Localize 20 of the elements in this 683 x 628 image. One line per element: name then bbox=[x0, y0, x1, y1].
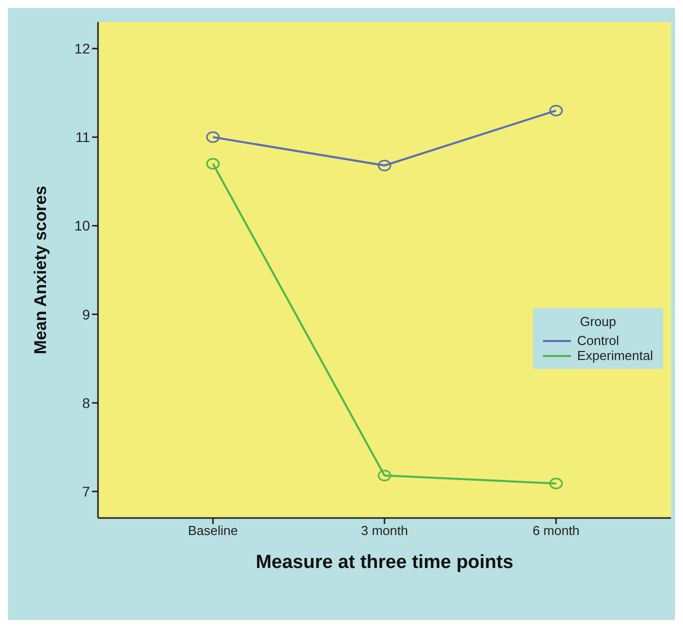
x-tick-label: 6 month bbox=[532, 523, 580, 538]
x-tick-label: 3 month bbox=[361, 523, 408, 538]
y-tick-label: 11 bbox=[75, 129, 90, 146]
point bbox=[378, 470, 392, 482]
legend-label: Control bbox=[577, 333, 620, 348]
y-tick-label: 10 bbox=[74, 218, 90, 234]
legend-label: Experimental bbox=[577, 348, 653, 363]
point bbox=[206, 158, 220, 170]
y-axis-title: Mean Anxiety scores bbox=[31, 186, 50, 354]
x-tick-label: Baseline bbox=[188, 523, 238, 538]
legend-title: Group bbox=[578, 314, 618, 329]
point bbox=[549, 478, 563, 490]
point bbox=[549, 104, 563, 116]
y-tick-label: 12 bbox=[74, 40, 90, 57]
point bbox=[378, 160, 392, 172]
y-tick-label: 9 bbox=[82, 306, 90, 322]
y-tick-label: 7 bbox=[82, 483, 90, 500]
point bbox=[206, 131, 220, 143]
y-tick-label: 8 bbox=[82, 394, 90, 411]
x-axis-title: Measure at three time points bbox=[256, 552, 514, 573]
